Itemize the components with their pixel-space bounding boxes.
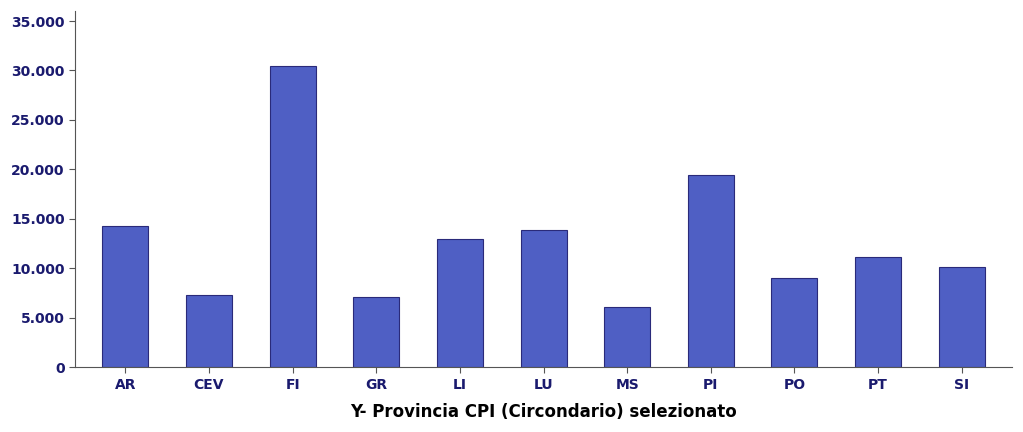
Bar <box>605 307 651 367</box>
Bar <box>102 226 148 367</box>
X-axis label: Y- Provincia CPI (Circondario) selezionato: Y- Provincia CPI (Circondario) seleziona… <box>350 403 737 421</box>
Bar <box>771 278 817 367</box>
Bar <box>939 267 985 367</box>
Bar <box>855 257 901 367</box>
Bar <box>521 230 567 367</box>
Bar <box>353 297 399 367</box>
Bar <box>437 239 483 367</box>
Bar <box>687 175 733 367</box>
Bar <box>186 295 232 367</box>
Bar <box>270 66 316 367</box>
